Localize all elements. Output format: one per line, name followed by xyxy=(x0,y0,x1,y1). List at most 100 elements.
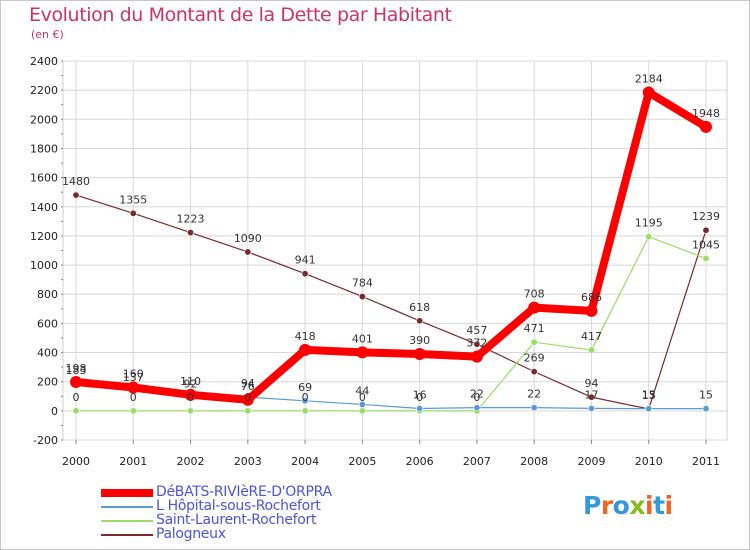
series-line xyxy=(75,194,707,410)
data-point xyxy=(473,404,481,412)
plot-area xyxy=(62,60,728,441)
chart-unit-label: (en €) xyxy=(31,28,64,41)
data-point xyxy=(702,405,710,413)
data-point xyxy=(72,191,80,199)
x-tick-label: 2009 xyxy=(577,455,605,468)
x-tick-label: 2002 xyxy=(177,455,205,468)
y-tick-label: 600 xyxy=(37,317,58,330)
data-label: 1239 xyxy=(692,210,720,223)
data-label: 13 xyxy=(642,389,656,402)
data-label: 618 xyxy=(409,301,430,314)
data-point xyxy=(530,338,538,346)
data-label: 686 xyxy=(581,291,602,304)
data-point xyxy=(413,347,426,360)
data-point xyxy=(642,86,655,99)
y-tick-label: 200 xyxy=(37,376,58,389)
data-label: 15 xyxy=(699,389,713,402)
x-tick-label: 2011 xyxy=(692,455,720,468)
data-point xyxy=(702,255,710,263)
y-tick-label: 1400 xyxy=(30,201,58,214)
logo-letter: o xyxy=(612,491,630,520)
data-point xyxy=(528,301,541,314)
data-label: 94 xyxy=(241,377,255,390)
data-point xyxy=(244,248,252,256)
y-tick-label: 1200 xyxy=(30,230,58,243)
x-tick-label: 2000 xyxy=(62,455,90,468)
data-label: 44 xyxy=(355,384,369,397)
chart-title: Evolution du Montant de la Dette par Hab… xyxy=(29,4,452,26)
legend-item: L Hôpital-sous-Rochefort xyxy=(101,498,461,514)
legend-swatch xyxy=(101,506,153,508)
data-label: 92 xyxy=(184,377,198,390)
data-label: 198 xyxy=(66,362,87,375)
data-label: 1355 xyxy=(119,193,147,206)
y-tick-label: 400 xyxy=(37,347,58,360)
axes: -200020040060080010001200140016001800200… xyxy=(30,55,720,468)
y-tick-label: 2000 xyxy=(30,113,58,126)
legend-item: Palogneux xyxy=(101,526,461,542)
data-point xyxy=(645,233,653,241)
y-tick-label: 0 xyxy=(51,405,58,418)
legend-label: Palogneux xyxy=(156,526,226,542)
data-point xyxy=(244,407,252,415)
y-tick-label: 1000 xyxy=(30,259,58,272)
logo-letter: x xyxy=(629,491,645,520)
data-label: 418 xyxy=(295,330,316,343)
data-point xyxy=(129,407,137,415)
data-point xyxy=(645,405,653,413)
data-point xyxy=(702,226,710,234)
data-label: 17 xyxy=(584,388,598,401)
data-point xyxy=(700,120,712,133)
data-label: 15 xyxy=(642,389,656,402)
legend-item: DéBATS-RIVIèRE-D'ORPRA xyxy=(101,484,461,500)
data-label: 1948 xyxy=(692,107,720,120)
data-point xyxy=(416,405,424,413)
data-label: 1223 xyxy=(177,213,205,226)
data-label: 0 xyxy=(416,391,423,404)
data-label: 0 xyxy=(73,391,80,404)
x-tick-label: 2008 xyxy=(520,455,548,468)
legend-label: DéBATS-RIVIèRE-D'ORPRA xyxy=(156,484,332,500)
data-point xyxy=(301,397,309,405)
data-label: 137 xyxy=(123,371,144,384)
legend-swatch xyxy=(101,534,153,536)
data-point xyxy=(473,340,481,348)
data-label: 417 xyxy=(581,330,602,343)
data-point xyxy=(358,400,366,408)
y-tick-label: 800 xyxy=(37,288,58,301)
x-tick-label: 2010 xyxy=(635,455,663,468)
legend-label: L Hôpital-sous-Rochefort xyxy=(156,498,321,514)
x-tick-label: 2004 xyxy=(291,455,319,468)
data-point xyxy=(587,346,595,354)
data-point xyxy=(585,304,598,317)
data-label: 372 xyxy=(466,337,487,350)
data-label: 94 xyxy=(584,377,598,390)
logo-letter: r xyxy=(600,491,613,520)
data-label: 1045 xyxy=(692,239,720,252)
legend-item: Saint-Laurent-Rochefort xyxy=(101,512,461,528)
data-label: 457 xyxy=(466,324,487,337)
data-label: 941 xyxy=(295,254,316,267)
data-label: 708 xyxy=(524,288,545,301)
data-point xyxy=(184,388,197,401)
logo-letter: i xyxy=(664,491,674,520)
data-point xyxy=(356,346,369,359)
data-point xyxy=(530,368,538,376)
data-label: 22 xyxy=(470,388,484,401)
data-label: 0 xyxy=(187,391,194,404)
data-label: 183 xyxy=(66,364,87,377)
proxiti-logo: Proxiti xyxy=(583,491,673,520)
data-label: 22 xyxy=(527,388,541,401)
data-label: 0 xyxy=(473,391,480,404)
legend-label: Saint-Laurent-Rochefort xyxy=(156,512,317,528)
data-point xyxy=(470,350,483,363)
y-tick-label: 1600 xyxy=(30,172,58,185)
data-label: 269 xyxy=(524,352,545,365)
data-point xyxy=(587,404,595,412)
series-line xyxy=(72,88,710,404)
data-label: 69 xyxy=(298,381,312,394)
x-tick-label: 2007 xyxy=(463,455,491,468)
data-label: 390 xyxy=(409,334,430,347)
